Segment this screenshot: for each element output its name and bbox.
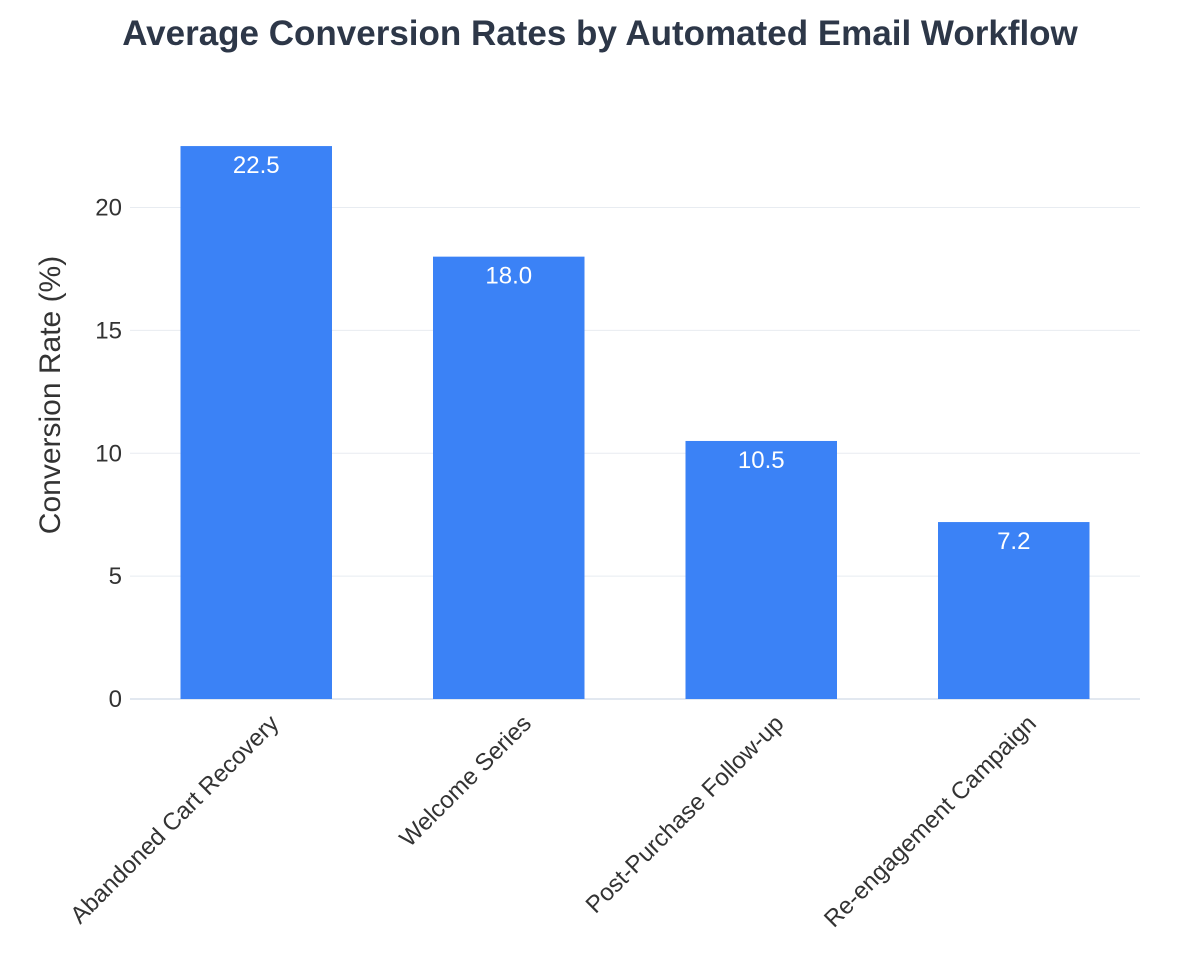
y-axis-ticks: 0 5 10 15 20 xyxy=(95,195,122,713)
y-tick-label: 20 xyxy=(95,195,122,222)
bars xyxy=(180,146,1090,700)
y-axis-title: Conversion Rate (%) xyxy=(34,256,67,534)
y-tick-label: 15 xyxy=(95,317,122,344)
x-tick-label: Abandoned Cart Recovery xyxy=(65,710,284,929)
bar-value-label: 7.2 xyxy=(997,528,1030,555)
x-tick-label: Welcome Series xyxy=(395,710,537,852)
bar[interactable] xyxy=(685,440,838,699)
y-tick-label: 0 xyxy=(109,686,122,713)
bar-value-label: 18.0 xyxy=(485,263,532,290)
bar[interactable] xyxy=(180,146,333,700)
bar-value-label: 22.5 xyxy=(233,152,280,179)
y-tick-label: 5 xyxy=(109,563,122,590)
bar-value-labels: 22.5 18.0 10.5 7.2 xyxy=(233,152,1031,555)
x-tick-label: Post-Purchase Follow-up xyxy=(581,710,790,919)
bar-value-label: 10.5 xyxy=(738,447,785,474)
x-tick-label: Re-engagement Campaign xyxy=(819,710,1042,933)
bar[interactable] xyxy=(938,522,1090,699)
y-tick-label: 10 xyxy=(95,440,122,467)
chart-title: Average Conversion Rates by Automated Em… xyxy=(122,14,1078,53)
bar[interactable] xyxy=(433,256,585,699)
x-axis-ticks: Abandoned Cart Recovery Welcome Series Pos… xyxy=(65,710,1042,933)
